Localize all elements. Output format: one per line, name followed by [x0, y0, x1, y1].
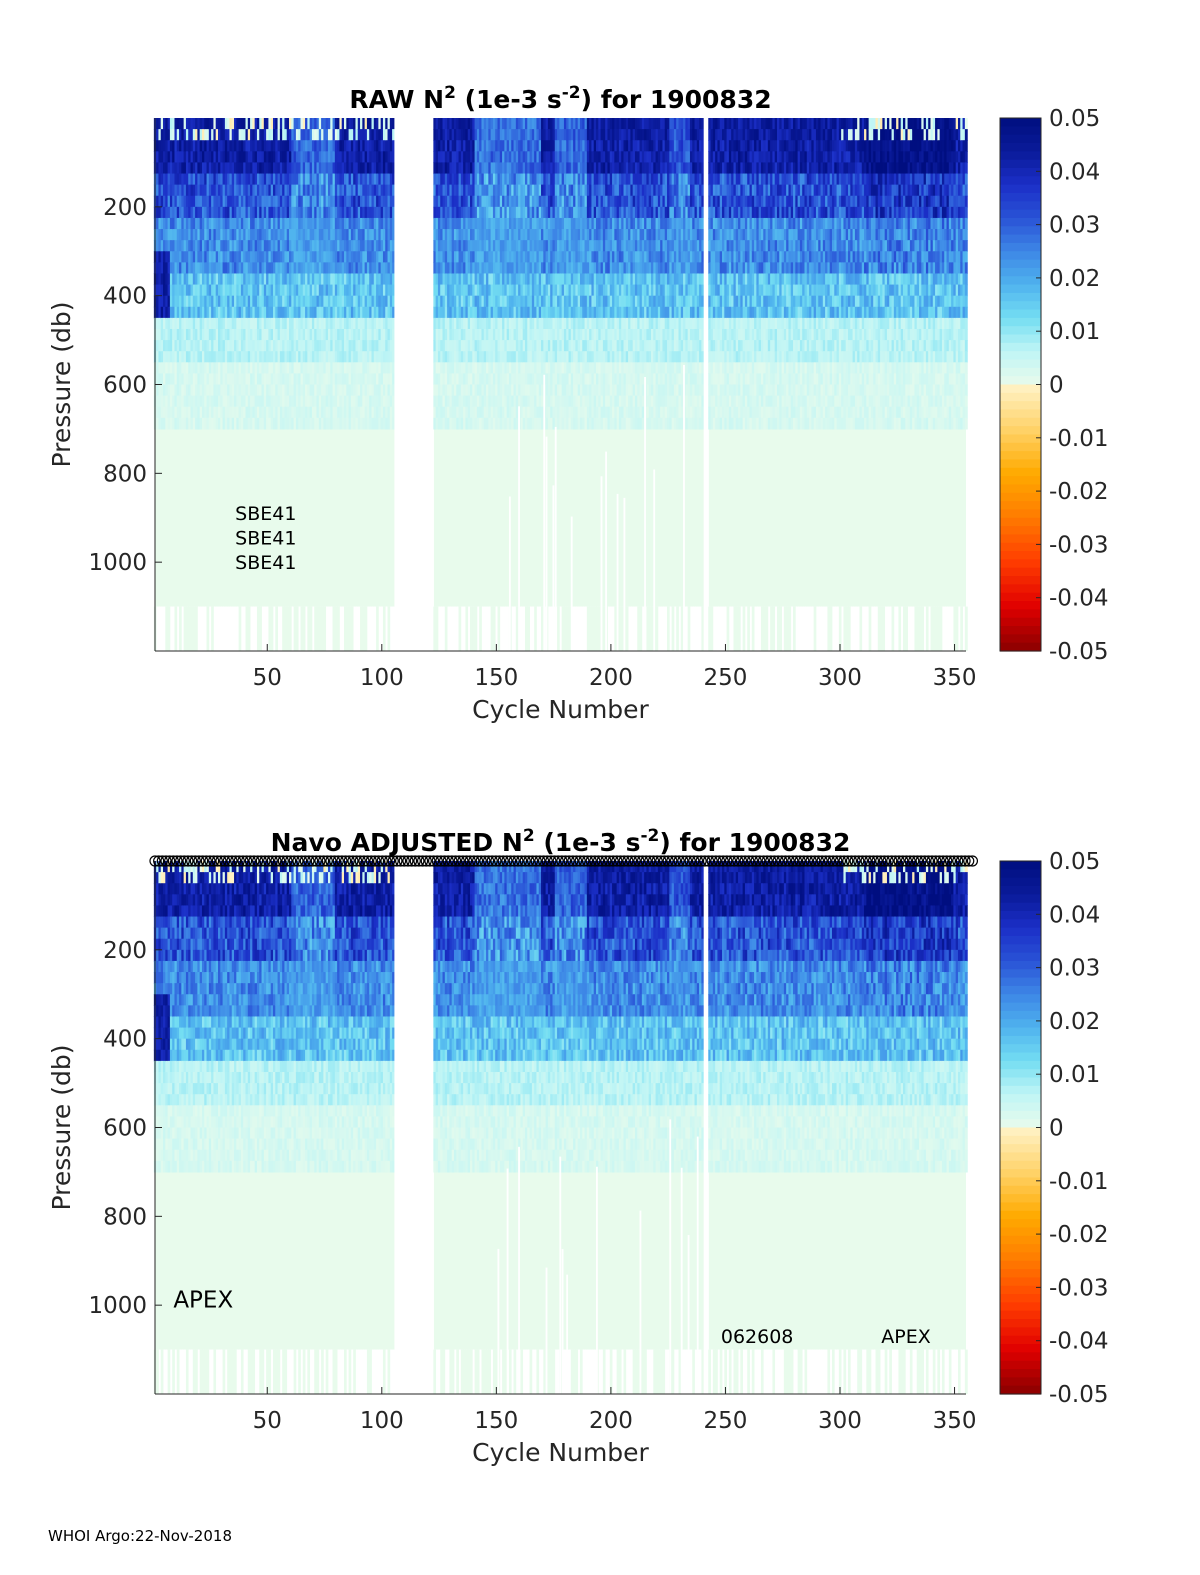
bottom-cell [248, 607, 251, 651]
bottom-cell [211, 607, 214, 651]
bottom-gap [170, 607, 171, 651]
bottom-gap [280, 607, 281, 651]
bottom-cell [303, 607, 306, 651]
bottom-gap [241, 607, 242, 651]
bottom-cell [239, 607, 242, 651]
bottom-gap [305, 607, 306, 651]
bottom-gap [218, 607, 219, 651]
bottom-gap [232, 607, 233, 651]
bottom-cell [195, 607, 198, 651]
bottom-gap [278, 607, 279, 651]
bottom-gap [161, 607, 162, 651]
bottom-gap [223, 607, 224, 651]
bottom-gap [205, 607, 206, 651]
bottom-gap [250, 607, 251, 651]
bottom-gap [159, 607, 160, 651]
bottom-gap [230, 607, 231, 651]
bottom-gap [177, 607, 178, 651]
bottom-cell [207, 607, 210, 651]
bottom-gap [198, 607, 199, 651]
bottom-cell [259, 607, 262, 651]
bottom-gap [225, 607, 226, 651]
bottom-gap [292, 607, 293, 651]
bottom-cell [275, 607, 278, 651]
bottom-cell [296, 607, 299, 651]
bottom-cell [168, 607, 171, 651]
bottom-gap [182, 607, 183, 651]
bottom-gap [228, 607, 229, 651]
bottom-gap [244, 607, 245, 651]
bottom-gap [214, 607, 215, 651]
bottom-gap [163, 607, 164, 651]
bottom-cell [289, 607, 292, 651]
bottom-gap [209, 607, 210, 651]
bottom-cell [174, 607, 177, 651]
bottom-gap [262, 607, 263, 651]
bottom-gap [299, 607, 300, 651]
bottom-gap [173, 607, 174, 651]
bottom-gap [216, 607, 217, 651]
bottom-cell [179, 607, 182, 651]
bottom-gap [234, 607, 235, 651]
bottom-gap [253, 607, 254, 651]
bottom-gap [202, 607, 203, 651]
bottom-gap [264, 607, 265, 651]
bottom-cell [310, 607, 313, 651]
bottom-gap [273, 607, 274, 651]
bottom-gap [312, 607, 313, 651]
raw-n2-panel: 50 100 150 200 250 300 3502004006008001000Cycl… [47, 83, 1109, 724]
bottom-gap [157, 607, 158, 651]
bottom-gap [237, 607, 238, 651]
figure-canvas: 50 100 150 200 250 300 3502004006008001000Cycl… [0, 0, 1200, 1575]
bottom-gap [255, 607, 256, 651]
bottom-gap [221, 607, 222, 651]
bottom-gap [200, 607, 201, 651]
bottom-cell [271, 607, 274, 651]
